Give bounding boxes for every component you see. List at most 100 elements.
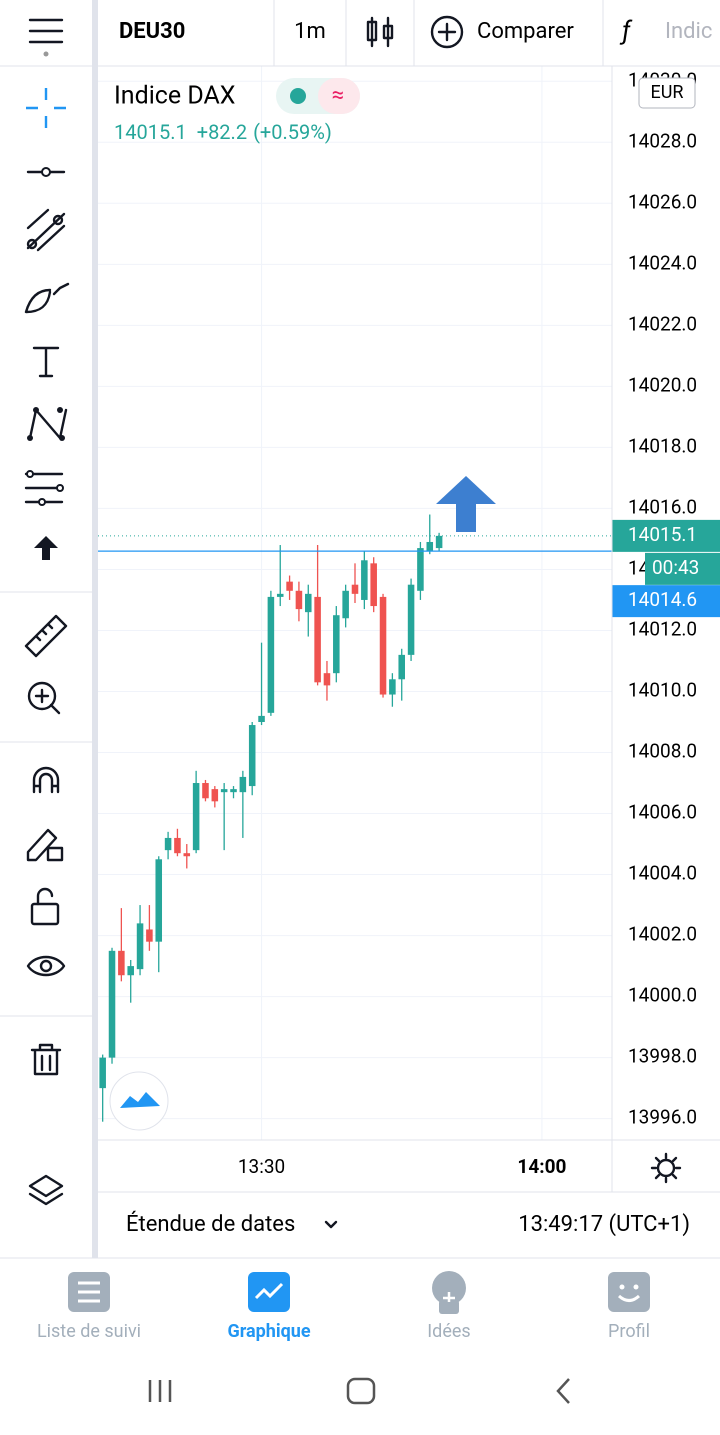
y-tick-label: 14028.0 (628, 129, 697, 152)
candle-body (351, 584, 359, 594)
system-nav (148, 1377, 570, 1405)
candle-body (230, 789, 237, 793)
y-tick-label: 14016.0 (628, 495, 697, 518)
y-tick-label: 14006.0 (628, 801, 697, 824)
candle-body (136, 923, 144, 970)
y-tick-label: 13998.0 (628, 1045, 697, 1068)
fib-tool[interactable] (26, 208, 66, 252)
countdown-label: 00:43 (652, 556, 699, 579)
nav-chart[interactable]: Graphique (227, 1272, 311, 1342)
zoom-tool[interactable] (27, 681, 61, 715)
logo-button[interactable] (109, 1071, 169, 1131)
candle-body (361, 560, 368, 600)
candle-body (333, 615, 340, 674)
toolbar (0, 88, 92, 1206)
candle-body (379, 596, 387, 695)
candle-body (305, 593, 312, 613)
chart-type-button[interactable] (366, 16, 394, 48)
candle-body (183, 853, 191, 857)
y-tick-label: 14012.0 (628, 617, 697, 640)
candle-body (239, 776, 247, 793)
y-tick-label: 14026.0 (628, 190, 697, 213)
candle-body (99, 1057, 106, 1089)
dropdown-icon (324, 1220, 338, 1229)
candle-body (174, 837, 181, 854)
delete-tool[interactable] (30, 1043, 62, 1076)
prediction-tool[interactable] (24, 470, 64, 506)
candle-body (108, 950, 116, 1058)
magnet-tool[interactable] (32, 766, 60, 794)
visibility-tool[interactable] (26, 955, 66, 977)
legend-price: 14015.1 +82.2 (+0.59%) (114, 120, 332, 144)
candle-body (248, 725, 256, 787)
compare-label[interactable]: Comparer (477, 19, 574, 44)
y-tick-label: 14010.0 (628, 678, 697, 701)
settings-button[interactable] (650, 1152, 682, 1184)
currency-box[interactable] (638, 77, 696, 109)
candle-body (323, 673, 331, 686)
nav-label[interactable]: Profil (608, 1321, 650, 1342)
ruler-tool[interactable] (24, 614, 68, 658)
indicators-label[interactable]: Indic (665, 19, 712, 44)
candle-body (155, 859, 163, 942)
last: 14015.1 (114, 120, 187, 144)
indicators-button[interactable]: ƒ Indic (619, 16, 712, 46)
nav-ideas[interactable]: Idées (427, 1271, 471, 1342)
lock-drawing-tool[interactable] (26, 828, 64, 862)
y-tick-label: 13996.0 (628, 1106, 697, 1129)
candle-body (118, 950, 125, 976)
crosshair-tool[interactable] (26, 88, 66, 128)
compare-button[interactable]: Comparer (430, 15, 574, 49)
currency[interactable]: EUR (651, 82, 684, 103)
candle-body (435, 535, 443, 549)
delay-icon: ≈ (332, 83, 344, 108)
date-range[interactable]: Étendue de dates (126, 1211, 295, 1237)
menu-button[interactable] (28, 18, 64, 57)
layers-tool[interactable] (28, 1174, 64, 1206)
x-tick-label: 13:30 (238, 1155, 285, 1178)
lock-tool[interactable] (30, 887, 60, 926)
candle-body (164, 837, 172, 851)
candle-body (426, 541, 434, 552)
arrow-tool[interactable] (34, 536, 58, 560)
candle-body (276, 593, 284, 597)
brush-tool[interactable] (24, 282, 70, 314)
y-tick-label: 14008.0 (628, 740, 697, 763)
bid-price-badge (612, 585, 720, 618)
candle-body (342, 590, 349, 619)
home-button[interactable] (346, 1377, 376, 1405)
y-tick-label: 14002.0 (628, 923, 697, 946)
line-tool[interactable] (26, 167, 66, 177)
nav-profile[interactable]: Profil (608, 1272, 650, 1342)
recents-button[interactable] (148, 1380, 172, 1402)
nav-watchlist[interactable]: Liste de suivi (37, 1272, 141, 1342)
toolbar-border (92, 0, 98, 1258)
pattern-tool[interactable] (27, 407, 68, 441)
candle-body (192, 783, 200, 851)
nav-label[interactable]: Graphique (227, 1321, 310, 1342)
candle-body (398, 654, 405, 680)
candle-body (267, 596, 275, 713)
nav-label[interactable]: Idées (427, 1321, 470, 1342)
clock[interactable]: 13:49:17 (UTC+1) (518, 1212, 690, 1237)
text-tool[interactable] (32, 346, 60, 378)
candle-body (146, 929, 153, 942)
back-button[interactable] (556, 1378, 570, 1404)
y-tick-label: 14024.0 (628, 251, 697, 274)
arrow-drawing[interactable] (436, 476, 496, 532)
candle-body (211, 789, 219, 802)
symbol[interactable]: DEU30 (119, 19, 185, 44)
x-tick-label: 14:00 (517, 1155, 566, 1178)
bid-price-label: 14014.6 (628, 588, 697, 611)
change-pct: (+0.59%) (253, 120, 332, 144)
y-tick-label: 14022.0 (628, 312, 697, 335)
candle-body (220, 789, 228, 793)
y-tick-label: 14004.0 (628, 862, 697, 885)
fx-icon: ƒ (619, 16, 633, 46)
last-price-label: 14015.1 (628, 523, 697, 546)
interval[interactable]: 1m (294, 19, 326, 44)
candle-body (295, 590, 303, 610)
nav-label[interactable]: Liste de suivi (37, 1321, 141, 1342)
